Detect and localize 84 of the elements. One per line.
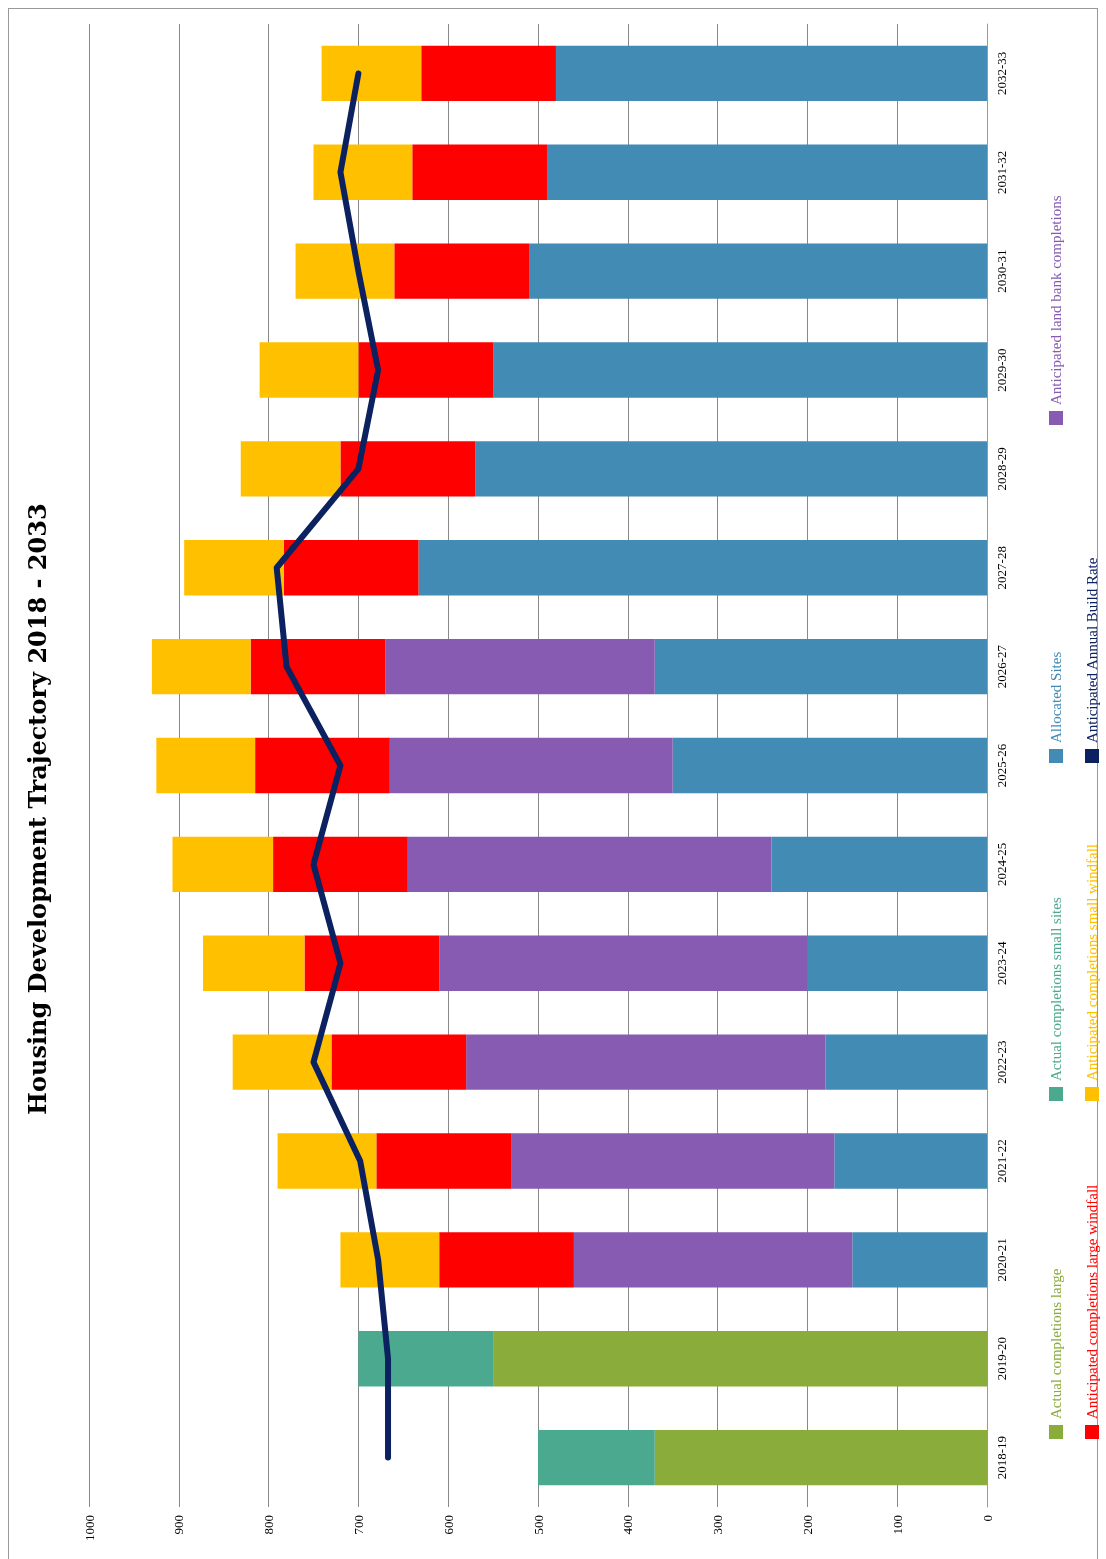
bar bbox=[184, 540, 284, 596]
x-tick-label: 900 bbox=[171, 1515, 187, 1535]
bar bbox=[331, 1034, 467, 1090]
bar bbox=[529, 243, 987, 299]
y-tick-label: 2022-23 bbox=[994, 1040, 1009, 1084]
text: Anticipated Annual Build Rate bbox=[1084, 557, 1100, 763]
bar bbox=[321, 45, 422, 102]
bar bbox=[546, 144, 987, 200]
bar bbox=[376, 1133, 512, 1189]
bar bbox=[277, 1133, 377, 1189]
y-tick-label: 2026-27 bbox=[994, 644, 1009, 689]
bar bbox=[573, 1232, 853, 1288]
bar bbox=[255, 737, 390, 794]
y-tick-label: 2018-19 bbox=[994, 1435, 1009, 1480]
x-tick-label: 400 bbox=[620, 1515, 636, 1535]
bar bbox=[151, 638, 251, 695]
bar bbox=[156, 737, 256, 794]
text: Allocated Sites bbox=[1048, 651, 1064, 763]
bar bbox=[273, 836, 408, 893]
x-tick-label: 700 bbox=[350, 1515, 366, 1535]
bar bbox=[852, 1232, 987, 1288]
bar bbox=[825, 1034, 987, 1090]
x-tick-label: 300 bbox=[710, 1515, 726, 1535]
y-tick-label: 2025-26 bbox=[994, 743, 1009, 788]
y-tick-label: 2020-21 bbox=[994, 1238, 1009, 1282]
y-tick-label: 2032-33 bbox=[994, 51, 1009, 96]
bar bbox=[771, 836, 987, 893]
bar bbox=[466, 1034, 826, 1090]
y-tick-label: 2023-24 bbox=[994, 941, 1009, 985]
bar bbox=[385, 638, 655, 695]
bar bbox=[412, 144, 547, 200]
y-tick-label: 2031-32 bbox=[994, 150, 1009, 194]
y-tick-label: 2030-31 bbox=[994, 249, 1009, 293]
bar bbox=[259, 342, 359, 398]
text: Anticipated land bank completions bbox=[1048, 195, 1064, 425]
bar bbox=[538, 1429, 655, 1486]
bar bbox=[834, 1133, 987, 1189]
bar bbox=[654, 1429, 987, 1486]
bar bbox=[203, 935, 305, 991]
bar bbox=[295, 243, 395, 299]
bar bbox=[232, 1034, 332, 1090]
bar bbox=[304, 935, 440, 991]
x-tick-label: 100 bbox=[889, 1515, 905, 1535]
bar bbox=[172, 836, 274, 893]
bar bbox=[475, 441, 987, 497]
x-tick-label: 1000 bbox=[81, 1515, 97, 1541]
x-tick-label: 200 bbox=[799, 1515, 815, 1535]
bar bbox=[418, 540, 987, 596]
x-tick-label: 0 bbox=[979, 1515, 995, 1522]
bar bbox=[283, 540, 419, 596]
bar bbox=[672, 737, 987, 794]
bar bbox=[313, 144, 413, 200]
bar bbox=[493, 342, 987, 398]
bar bbox=[493, 1331, 987, 1387]
bar bbox=[240, 441, 341, 497]
text: Anticipated completions large windfall bbox=[1084, 1184, 1100, 1439]
bar bbox=[340, 1232, 440, 1288]
bar bbox=[421, 45, 556, 102]
text: Housing Development Trajectory 2018 - 2033 bbox=[22, 503, 52, 1115]
bar bbox=[394, 243, 530, 299]
y-tick-label: 2029-30 bbox=[994, 348, 1009, 392]
text: Anticipated completions small windfall bbox=[1084, 843, 1100, 1101]
y-tick-label: 2021-22 bbox=[994, 1139, 1009, 1183]
bar bbox=[250, 638, 386, 695]
bar bbox=[555, 45, 987, 102]
text: Actual completions large bbox=[1048, 1268, 1064, 1439]
bar bbox=[389, 737, 673, 794]
bar bbox=[358, 1331, 494, 1387]
y-tick-label: 2027-28 bbox=[994, 546, 1009, 590]
bar bbox=[358, 342, 494, 398]
y-tick-label: 2028-29 bbox=[994, 447, 1009, 491]
bar bbox=[340, 441, 476, 497]
bar bbox=[439, 935, 808, 991]
x-tick-label: 500 bbox=[530, 1515, 546, 1535]
bar bbox=[807, 935, 987, 991]
y-tick-label: 2024-25 bbox=[994, 842, 1009, 887]
bar bbox=[511, 1133, 835, 1189]
bar bbox=[439, 1232, 574, 1288]
text: Actual completions small sites bbox=[1048, 897, 1064, 1101]
bar bbox=[654, 638, 987, 695]
x-tick-label: 600 bbox=[440, 1515, 456, 1535]
bar bbox=[407, 836, 772, 893]
y-tick-label: 2019-20 bbox=[994, 1337, 1009, 1381]
x-tick-label: 800 bbox=[261, 1515, 277, 1535]
